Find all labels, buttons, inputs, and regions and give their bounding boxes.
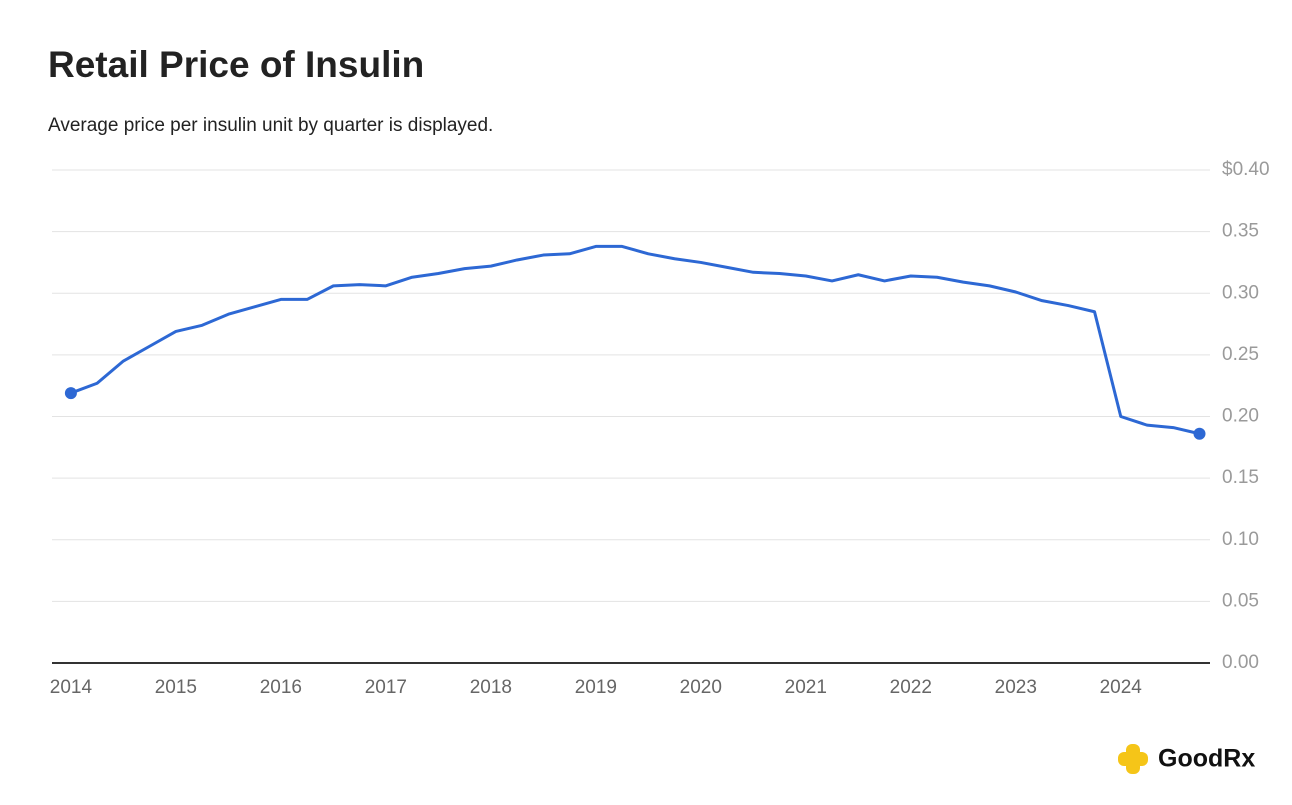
x-tick-label: 2020 <box>680 677 722 698</box>
x-tick-label: 2017 <box>365 677 407 698</box>
y-tick-label: 0.20 <box>1222 406 1259 427</box>
x-tick-label: 2018 <box>470 677 512 698</box>
y-tick-label: 0.35 <box>1222 221 1259 242</box>
end-marker <box>64 387 77 400</box>
line <box>70 244 1200 436</box>
y-tick-label: 0.25 <box>1222 344 1259 365</box>
x-tick-label: 2024 <box>1100 677 1143 698</box>
x-tick-label: 2016 <box>260 677 302 698</box>
x-tick-label: 2023 <box>995 677 1037 698</box>
x-tick-label: 2022 <box>890 677 932 698</box>
y-tick-label: 0.00 <box>1222 652 1259 673</box>
chart-subtitle: Average price per insulin unit by quarte… <box>48 115 493 136</box>
logo-icon <box>1118 744 1148 774</box>
y-tick-label: 0.10 <box>1222 529 1259 550</box>
y-tick-label: $0.40 <box>1222 159 1270 180</box>
x-tick-label: 2015 <box>155 677 197 698</box>
end-marker <box>1193 427 1206 440</box>
y-tick-label: 0.05 <box>1222 590 1259 611</box>
y-tick-label: 0.15 <box>1222 467 1259 488</box>
x-tick-label: 2014 <box>50 677 93 698</box>
chart-title: Retail Price of Insulin <box>48 44 424 85</box>
x-tick-label: 2019 <box>575 677 617 698</box>
logo-text: GoodRx <box>1158 745 1255 773</box>
y-tick-label: 0.30 <box>1222 282 1259 303</box>
x-tick-label: 2021 <box>785 677 827 698</box>
